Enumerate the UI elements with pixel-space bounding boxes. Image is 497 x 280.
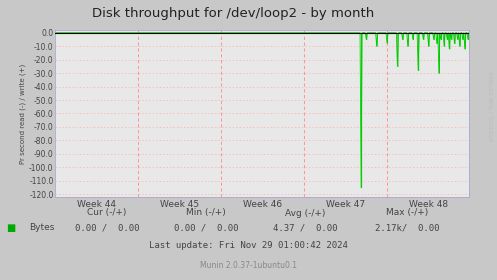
- Text: Disk throughput for /dev/loop2 - by month: Disk throughput for /dev/loop2 - by mont…: [92, 7, 375, 20]
- Text: 4.37 /  0.00: 4.37 / 0.00: [273, 223, 338, 232]
- Text: Last update: Fri Nov 29 01:00:42 2024: Last update: Fri Nov 29 01:00:42 2024: [149, 241, 348, 249]
- Text: Cur (-/+): Cur (-/+): [87, 209, 127, 218]
- Text: Avg (-/+): Avg (-/+): [285, 209, 326, 218]
- Text: Munin 2.0.37-1ubuntu0.1: Munin 2.0.37-1ubuntu0.1: [200, 262, 297, 270]
- Text: 0.00 /  0.00: 0.00 / 0.00: [75, 223, 139, 232]
- Text: RRDTOOL / TOBI OETIKER: RRDTOOL / TOBI OETIKER: [490, 72, 495, 141]
- Text: ■: ■: [6, 223, 15, 233]
- Y-axis label: Pr second read (-) / write (+): Pr second read (-) / write (+): [20, 63, 26, 164]
- Text: Max (-/+): Max (-/+): [386, 209, 429, 218]
- Text: 2.17k/  0.00: 2.17k/ 0.00: [375, 223, 440, 232]
- Text: Min (-/+): Min (-/+): [186, 209, 226, 218]
- Text: Bytes: Bytes: [29, 223, 54, 232]
- Text: 0.00 /  0.00: 0.00 / 0.00: [174, 223, 239, 232]
